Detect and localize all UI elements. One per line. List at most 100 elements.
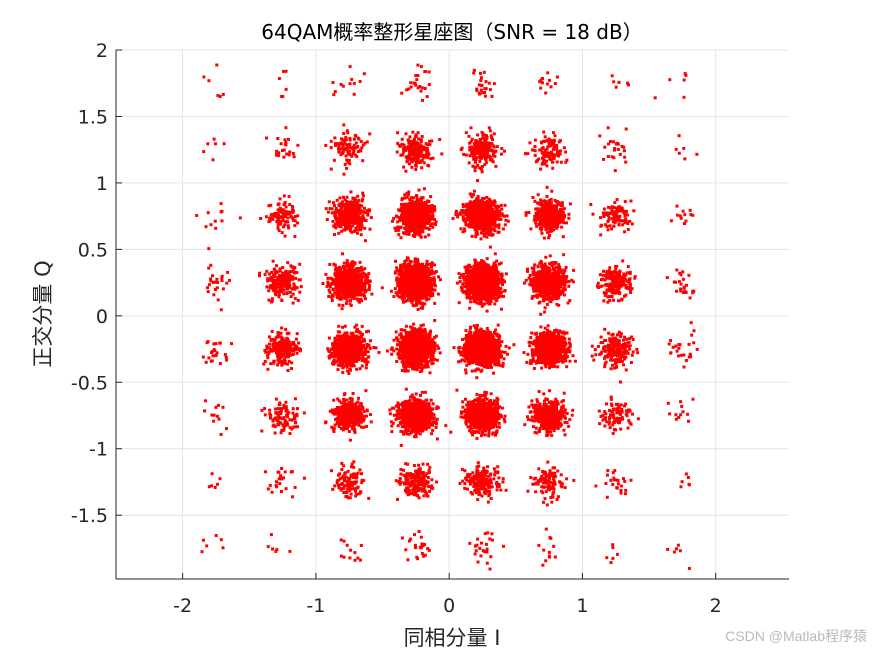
constellation-point [289, 353, 293, 357]
constellation-point [279, 335, 283, 339]
constellation-point [347, 343, 351, 347]
constellation-point [224, 355, 228, 359]
constellation-point [360, 364, 364, 368]
constellation-point [284, 344, 288, 348]
constellation-point [404, 462, 408, 466]
constellation-point [419, 418, 423, 422]
constellation-point [280, 407, 283, 411]
constellation-point [214, 405, 218, 409]
constellation-point [337, 341, 341, 345]
constellation-point [281, 266, 285, 269]
scatter-points [195, 63, 699, 571]
constellation-point [284, 400, 288, 404]
constellation-point [275, 219, 279, 223]
constellation-point [369, 413, 372, 417]
constellation-point [358, 468, 362, 472]
constellation-point [340, 344, 344, 348]
constellation-point [275, 411, 279, 415]
constellation-point [333, 136, 337, 140]
constellation-point [345, 340, 349, 344]
constellation-point [396, 401, 400, 405]
constellation-point [363, 346, 367, 350]
constellation-point [350, 154, 354, 158]
constellation-point [291, 495, 294, 499]
constellation-point [207, 485, 211, 489]
constellation-point [343, 343, 347, 347]
constellation-point [339, 364, 343, 367]
constellation-point [414, 416, 418, 420]
constellation-point [225, 281, 229, 285]
constellation-point [351, 413, 355, 416]
constellation-point [365, 363, 369, 367]
constellation-point [284, 327, 288, 331]
constellation-point [425, 410, 429, 414]
constellation-point [276, 282, 280, 286]
constellation-point [342, 195, 345, 199]
constellation-point [413, 397, 417, 401]
constellation-point [359, 208, 363, 212]
constellation-point [290, 427, 294, 431]
constellation-point [340, 272, 344, 276]
constellation-point [421, 412, 424, 416]
constellation-point [293, 425, 297, 429]
constellation-point [394, 479, 398, 483]
constellation-point [284, 405, 288, 409]
constellation-point [352, 476, 356, 479]
constellation-point [364, 349, 367, 353]
constellation-point [331, 345, 335, 349]
constellation-point [356, 275, 360, 279]
constellation-point [328, 356, 331, 360]
constellation-point [417, 425, 421, 429]
constellation-point [264, 470, 267, 474]
constellation-point [295, 286, 299, 290]
constellation-point [338, 284, 342, 288]
constellation-point [273, 279, 277, 282]
constellation-point [277, 151, 281, 155]
constellation-point [288, 342, 292, 346]
constellation-point [280, 326, 284, 330]
constellation-point [292, 218, 295, 222]
constellation-point [342, 555, 346, 559]
constellation-point [342, 172, 346, 176]
constellation-point [356, 344, 360, 348]
constellation-point [268, 408, 272, 412]
constellation-point [277, 295, 281, 299]
constellation-point [209, 263, 213, 267]
constellation-point [339, 83, 343, 86]
constellation-point [348, 556, 352, 560]
constellation-point [277, 216, 280, 220]
constellation-point [290, 215, 294, 219]
constellation-point [360, 348, 364, 352]
constellation-point [283, 360, 287, 363]
constellation-point [215, 277, 219, 281]
constellation-point [268, 285, 272, 289]
constellation-point [352, 201, 356, 205]
constellation-point [427, 471, 431, 474]
constellation-point [348, 496, 352, 500]
constellation-point [266, 487, 270, 491]
constellation-point [332, 426, 336, 430]
constellation-point [215, 351, 219, 355]
constellation-point [414, 392, 418, 396]
constellation-point [272, 360, 276, 364]
constellation-point [338, 354, 342, 358]
constellation-point [406, 474, 410, 478]
constellation-point [200, 550, 204, 554]
constellation-point [281, 208, 285, 212]
constellation-point [284, 269, 288, 273]
constellation-point [360, 481, 364, 485]
constellation-point [346, 415, 350, 419]
constellation-point [426, 480, 430, 484]
constellation-point [353, 359, 357, 363]
constellation-point [339, 538, 343, 542]
constellation-point [361, 332, 365, 336]
constellation-point [349, 358, 353, 362]
constellation-point [260, 429, 264, 433]
constellation-point [338, 338, 342, 342]
constellation-point [425, 398, 429, 402]
constellation-point [331, 280, 335, 284]
constellation-point [356, 208, 360, 212]
constellation-point [277, 423, 281, 427]
constellation-point [347, 201, 351, 205]
constellation-point [421, 544, 425, 548]
